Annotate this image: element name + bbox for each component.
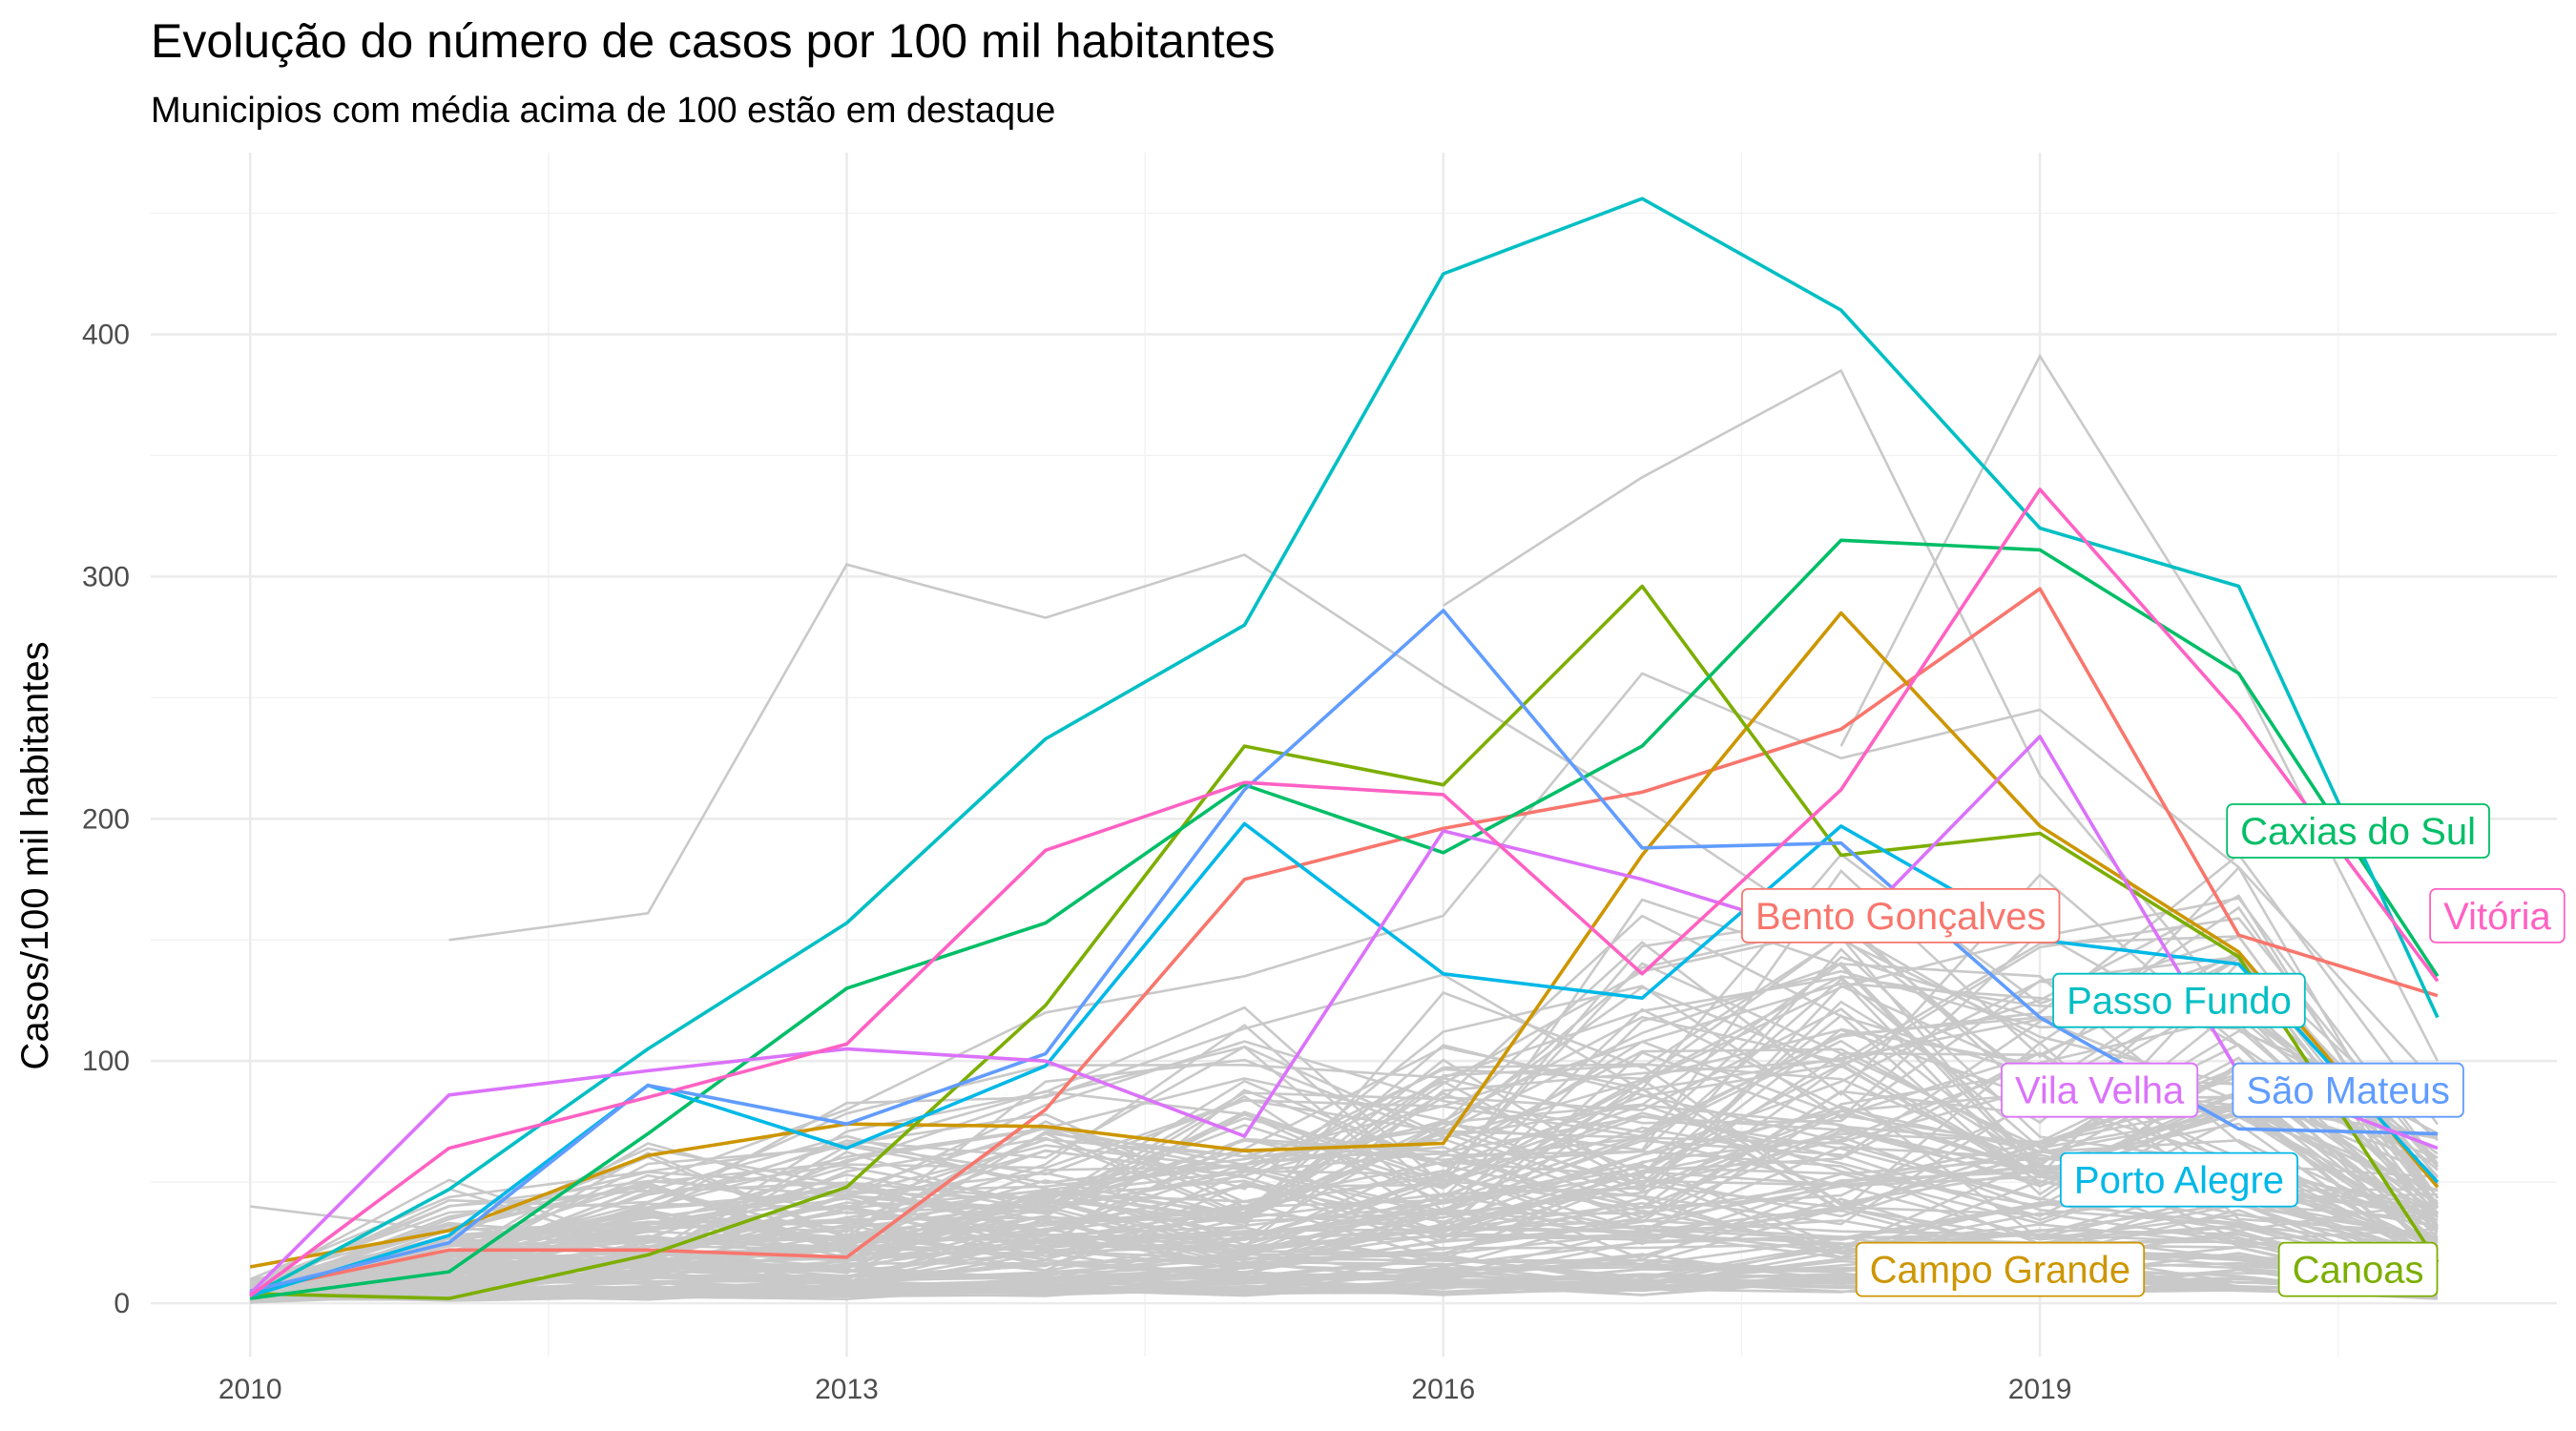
x-tick-label: 2019	[2008, 1374, 2072, 1405]
series-label-canoas: Canoas	[2277, 1241, 2439, 1297]
label-box	[1855, 1241, 2146, 1297]
highlighted-series	[248, 197, 2440, 1300]
chart-title: Evolução do número de casos por 100 mil …	[151, 14, 1276, 68]
background-line	[250, 672, 2439, 1233]
series-label-passo-fundo: Passo Fundo	[2052, 972, 2306, 1028]
label-text: Campo Grande	[1870, 1250, 2130, 1292]
label-box	[2429, 888, 2566, 944]
series-label-campo-grande: Campo Grande	[1855, 1241, 2146, 1297]
x-tick-label: 2010	[218, 1374, 282, 1405]
x-tick-label: 2016	[1411, 1374, 1475, 1405]
y-axis-ticks: 0 100 200 300 400	[82, 319, 130, 1319]
background-line	[249, 1039, 2439, 1301]
series-line-canoas	[250, 584, 2440, 1300]
x-tick-label: 2013	[815, 1374, 879, 1405]
chart-subtitle: Municipios com média acima de 100 estão …	[151, 91, 1055, 131]
background-line	[250, 1192, 2439, 1295]
label-text: Canoas	[2293, 1250, 2424, 1292]
series-label-sao-mateus: São Mateus	[2232, 1062, 2464, 1118]
y-tick-label: 0	[114, 1288, 130, 1319]
background-line	[249, 873, 2439, 1297]
label-text: Passo Fundo	[2067, 981, 2292, 1023]
series-line-sao-mateus	[249, 609, 2438, 1294]
background-line	[249, 935, 2439, 1298]
series-line-vila-velha	[248, 735, 2439, 1296]
series-line-bento-goncalves	[249, 587, 2439, 1294]
series-label-caxias-do-sul: Caxias do Sul	[2226, 803, 2490, 859]
label-text: Vila Velha	[2015, 1070, 2185, 1112]
label-box	[1741, 888, 2061, 944]
label-text: Porto Alegre	[2074, 1160, 2284, 1202]
series-label-bento-goncalves: Bento Gonçalves	[1741, 888, 2061, 944]
series-line-passo-fundo	[249, 197, 2440, 1298]
series-line-campo-grande	[249, 611, 2440, 1269]
label-text: Bento Gonçalves	[1755, 896, 2046, 938]
y-tick-label: 200	[82, 803, 130, 835]
label-box	[2226, 803, 2490, 859]
grid	[151, 153, 2557, 1357]
y-tick-label: 300	[82, 561, 130, 592]
series-line-vitoria	[249, 487, 2440, 1297]
label-text: São Mateus	[2246, 1070, 2449, 1112]
series-label-vila-velha: Vila Velha	[2001, 1062, 2199, 1118]
label-box	[2059, 1151, 2298, 1208]
series-label-porto-alegre: Porto Alegre	[2059, 1151, 2298, 1208]
y-tick-label: 100	[82, 1046, 130, 1077]
label-box	[2001, 1062, 2199, 1118]
label-box	[2277, 1241, 2439, 1297]
label-text: Caxias do Sul	[2240, 811, 2476, 853]
series-labels: Bento Gonçalves Campo Grande Canoas Caxias …	[1741, 803, 2566, 1297]
background-line	[1443, 368, 2439, 1159]
y-axis-title: Casos/100 mil habitantes	[14, 641, 56, 1069]
series-line-caxias-do-sul	[249, 538, 2440, 1300]
series-label-vitoria: Vitória	[2429, 888, 2566, 944]
label-box	[2052, 972, 2306, 1028]
background-line	[250, 1139, 2439, 1285]
background-line	[250, 1135, 2439, 1299]
x-axis-ticks: 2010 2013 2016 2019	[218, 1374, 2072, 1405]
background-line	[1839, 353, 2440, 1062]
label-text: Vitória	[2443, 896, 2551, 938]
label-box	[2232, 1062, 2464, 1118]
y-tick-label: 400	[82, 319, 130, 350]
